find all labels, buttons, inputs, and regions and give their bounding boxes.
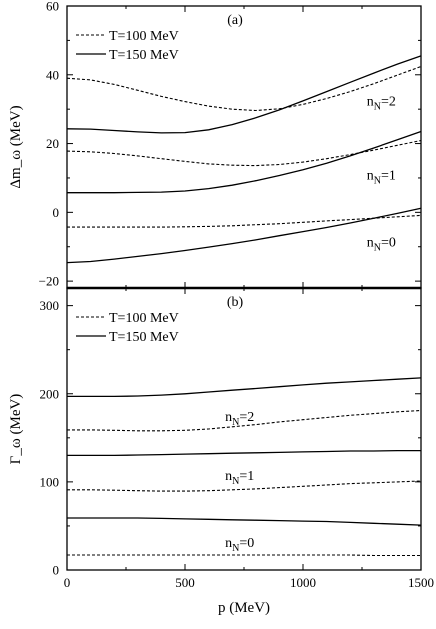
curve-annotation: nN=0 — [367, 236, 396, 254]
panel-label: (b) — [227, 295, 244, 310]
annotation-value: =0 — [381, 236, 396, 251]
annotation-subscript: N — [374, 176, 381, 187]
series-line-nN0-solid — [66, 207, 422, 264]
legend-label: T=100 MeV — [109, 29, 179, 44]
series-line-nN1-dashed — [67, 480, 422, 492]
curve-annotation: nN=1 — [367, 169, 396, 187]
annotation-value: =2 — [239, 410, 254, 425]
x-tick-label: 0 — [64, 575, 71, 590]
annotation-subscript: N — [232, 543, 239, 554]
series-line-nN2-dashed — [66, 65, 422, 112]
x-axis-title: p (MeV) — [218, 600, 270, 616]
series-line-nN1-solid — [67, 130, 422, 194]
panel-label: (a) — [227, 13, 243, 28]
curve-annotation: nN=2 — [367, 95, 396, 113]
series-line-nN2-solid — [67, 377, 422, 398]
y-tick-label: 20 — [46, 136, 59, 151]
annotation-value: =2 — [381, 95, 396, 110]
series-line-nN0-dashed — [67, 214, 422, 228]
x-tick-label: 1000 — [290, 575, 316, 590]
annotation-n: n — [367, 236, 374, 251]
y-tick-label: 0 — [53, 205, 60, 220]
y-tick-label: 200 — [40, 386, 60, 401]
series-line-nN2-solid — [66, 55, 422, 134]
annotation-n: n — [367, 95, 374, 110]
legend-label: T=150 MeV — [109, 48, 179, 63]
annotation-subscript: N — [374, 102, 381, 113]
panel-b: 0 500 1000 1500 0 100 200 300 T=100 MeV T=150 MeV… — [8, 287, 434, 616]
curve-annotation: nN=1 — [225, 469, 254, 487]
x-tick-label: 500 — [175, 575, 195, 590]
series-line-nN1-solid — [67, 449, 421, 457]
series-line-nN2-dashed — [67, 409, 422, 432]
y-tick-label: 0 — [53, 563, 60, 578]
series-line-nN1-dashed — [66, 139, 422, 167]
x-tick-label: 1500 — [408, 575, 434, 590]
annotation-value: =1 — [381, 169, 396, 184]
y-tick-label: 40 — [46, 67, 59, 82]
annotation-subscript: N — [232, 476, 239, 487]
annotation-n: n — [225, 469, 232, 484]
annotation-value: =0 — [239, 536, 254, 551]
annotation-n: n — [225, 410, 232, 425]
legend-label: T=100 MeV — [109, 311, 179, 326]
legend-label: T=150 MeV — [109, 330, 179, 345]
annotation-subscript: N — [232, 417, 239, 428]
annotation-n: n — [225, 536, 232, 551]
annotation-n: n — [367, 169, 374, 184]
annotation-subscript: N — [374, 243, 381, 254]
series-line-nN0-dashed — [67, 554, 421, 557]
y-tick-label: 100 — [40, 474, 60, 489]
annotation-value: =1 — [239, 469, 254, 484]
y-axis-title: Δm_ω (MeV) — [8, 105, 24, 188]
y-tick-label: 300 — [40, 298, 60, 313]
curve-annotation: nN=0 — [225, 536, 254, 554]
series-line-nN0-solid — [67, 517, 422, 526]
curve-annotation: nN=2 — [225, 410, 254, 428]
y-tick-label: −20 — [39, 274, 59, 289]
y-axis-title: Γ_ω (MeV) — [8, 394, 24, 465]
y-tick-label: 60 — [46, 0, 59, 14]
